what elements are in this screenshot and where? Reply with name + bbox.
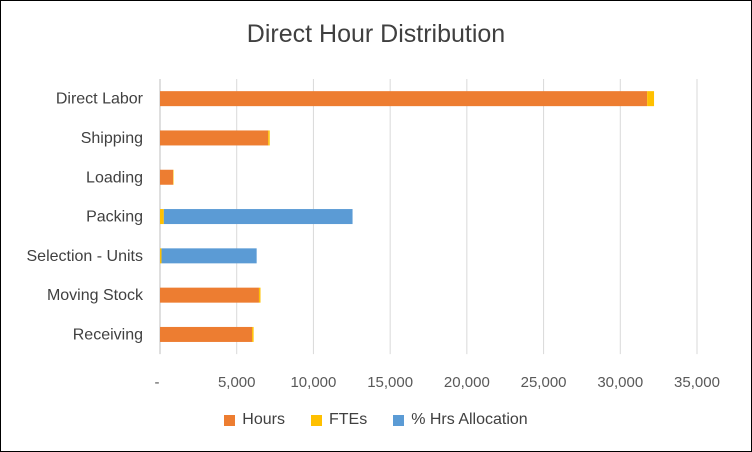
x-tick-label: 5,000 bbox=[218, 374, 256, 391]
x-tick-label: 25,000 bbox=[521, 374, 567, 391]
legend-item: FTEs bbox=[310, 411, 368, 429]
bar-segment bbox=[252, 326, 254, 342]
bar-segment bbox=[160, 130, 269, 146]
legend-label: Hours bbox=[242, 411, 285, 428]
bar-segment bbox=[258, 287, 261, 303]
x-tick-label: 20,000 bbox=[444, 374, 490, 391]
bar-segment bbox=[160, 91, 648, 107]
bar-segment bbox=[161, 248, 257, 264]
category-label: Loading bbox=[86, 169, 143, 186]
x-tick-label: 15,000 bbox=[367, 374, 413, 391]
category-label: Shipping bbox=[81, 130, 143, 147]
x-tick-label: 10,000 bbox=[290, 374, 336, 391]
category-label: Selection - Units bbox=[27, 248, 144, 265]
category-label: Packing bbox=[86, 209, 143, 226]
legend-label: FTEs bbox=[328, 411, 368, 428]
chart-title: Direct Hour Distribution bbox=[246, 20, 506, 48]
bar-segment bbox=[160, 326, 253, 342]
bar-segment bbox=[160, 169, 174, 185]
bar-segment bbox=[173, 169, 174, 185]
bar-segment bbox=[647, 91, 655, 107]
bar-segment bbox=[160, 248, 162, 264]
category-label: Moving Stock bbox=[47, 287, 144, 304]
bar-segment bbox=[160, 287, 259, 303]
legend-label: % Hrs Allocation bbox=[411, 411, 528, 428]
bar-segment bbox=[268, 130, 270, 146]
x-tick-label: 35,000 bbox=[674, 374, 720, 391]
legend-swatch bbox=[224, 414, 236, 426]
legend-swatch bbox=[310, 414, 322, 426]
x-tick-label: 30,000 bbox=[597, 374, 643, 391]
legend-swatch bbox=[393, 414, 405, 426]
legend-item: Hours bbox=[224, 411, 285, 429]
category-label: Direct Labor bbox=[56, 91, 144, 108]
legend: Hours FTEs % Hrs Allocation bbox=[0, 411, 752, 429]
bar-segment bbox=[163, 209, 353, 225]
bar-segment bbox=[160, 209, 164, 225]
legend-item: % Hrs Allocation bbox=[393, 411, 528, 429]
x-tick-label: - bbox=[155, 374, 160, 391]
category-label: Receiving bbox=[73, 326, 143, 343]
